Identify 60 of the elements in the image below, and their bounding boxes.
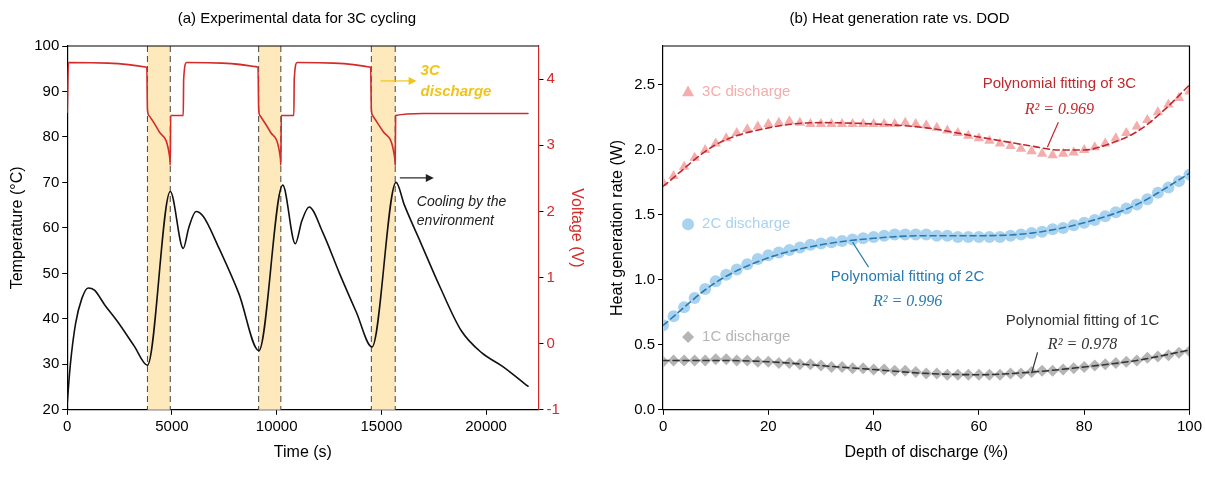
- y-tick-label: 0.0: [634, 399, 656, 417]
- y-tick-label: 1.0: [634, 270, 656, 288]
- x-tick-label: 60: [970, 416, 988, 434]
- y2-tick-label: 4: [546, 69, 555, 87]
- y-axis-title: Heat generation rate (W): [608, 139, 626, 316]
- y-tick-label: 60: [42, 218, 60, 236]
- annotation: Polynomial fitting of 2C R² = 0.996: [830, 267, 985, 310]
- y2-axis-title: Voltage (V): [568, 188, 586, 268]
- y-tick-label: 2.0: [634, 140, 656, 158]
- x-tick-label: 40: [865, 416, 882, 434]
- x-tick-label: 20: [760, 416, 777, 434]
- y-tick-label: 70: [42, 172, 60, 190]
- annotation: Polynomial fitting of 3C R² = 0.969: [982, 74, 1137, 117]
- point: [1015, 142, 1027, 152]
- point: [826, 117, 837, 127]
- x-tick-label: 15000: [360, 416, 403, 434]
- x-tick-label: 0: [63, 416, 72, 434]
- point: [1057, 147, 1069, 157]
- y2-tick-label: 2: [546, 201, 555, 219]
- chart-title: (a) Experimental data for 3C cycling: [177, 9, 417, 27]
- y2-tick-label: 3: [546, 135, 555, 153]
- y-tick-label: 80: [42, 127, 60, 145]
- y-tick-label: 0.5: [634, 334, 656, 352]
- x-tick-label: 80: [1075, 416, 1093, 434]
- x-axis-title: Time (s): [273, 442, 332, 460]
- point: [1026, 145, 1037, 155]
- x-axis-title: Depth of discharge (%): [844, 442, 1009, 460]
- x-tick-label: 20000: [465, 416, 507, 434]
- annotation: Polynomial fitting of 1C R² = 0.978: [1005, 310, 1160, 352]
- y-tick-label: 1.5: [634, 205, 656, 223]
- point: [857, 117, 869, 127]
- point: [815, 117, 827, 127]
- x-tick-label: 10000: [255, 416, 298, 434]
- y-tick-label: 20: [42, 399, 60, 417]
- legend-label: 3C discharge: [702, 81, 791, 99]
- y-tick-label: 2.5: [634, 75, 656, 93]
- y-tick-label: 100: [34, 36, 60, 54]
- x-tick-label: 5000: [155, 416, 189, 434]
- chart-title: (b) Heat generation rate vs. DOD: [789, 9, 1010, 27]
- point: [1131, 120, 1143, 130]
- y-tick-label: 90: [42, 81, 60, 99]
- point: [1036, 147, 1048, 157]
- y-tick-label: 50: [42, 263, 60, 281]
- y2-tick-label: -1: [546, 399, 560, 417]
- point: [763, 117, 774, 127]
- point: [1121, 127, 1132, 137]
- point: [1005, 140, 1016, 150]
- y2-tick-label: 0: [546, 333, 555, 351]
- y-tick-label: 30: [42, 354, 60, 372]
- x-tick-label: 100: [1176, 416, 1202, 434]
- annotation: Cooling by the environment: [416, 192, 507, 228]
- y2-tick-label: 1: [546, 267, 555, 285]
- legend-label: 1C discharge: [702, 327, 791, 345]
- x-tick-label: 0: [658, 416, 668, 434]
- y-axis-title: Temperature (°C): [8, 166, 26, 290]
- point: [1047, 149, 1058, 159]
- annotation: 3C discharge: [420, 61, 492, 100]
- legend-label: 2C discharge: [702, 214, 791, 232]
- y-tick-label: 40: [42, 308, 60, 326]
- line-series: [67, 61, 529, 166]
